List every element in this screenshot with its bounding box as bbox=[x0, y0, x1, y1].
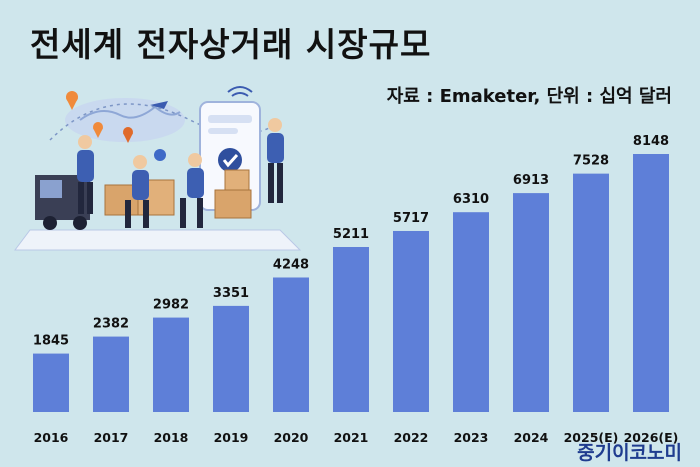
bar-2019 bbox=[213, 305, 249, 412]
bar-2022 bbox=[393, 230, 429, 412]
x-tick-label: 2019 bbox=[214, 430, 249, 445]
bar-2023 bbox=[453, 212, 489, 412]
data-label-2026(E): 8148 bbox=[633, 134, 669, 149]
data-label-2020: 4248 bbox=[273, 257, 309, 272]
data-label-2018: 2982 bbox=[153, 298, 189, 313]
bar-2018 bbox=[153, 317, 189, 412]
data-label-2023: 6310 bbox=[453, 192, 489, 207]
data-label-2022: 5717 bbox=[393, 211, 429, 226]
data-label-2025(E): 7528 bbox=[573, 154, 609, 169]
bar-2021 bbox=[333, 246, 369, 412]
publisher-logo: 중기이코노미 bbox=[577, 442, 682, 464]
x-tick-label: 2018 bbox=[154, 430, 189, 445]
bar-2017 bbox=[93, 336, 129, 412]
bar-2025(E) bbox=[573, 173, 609, 412]
x-tick-label: 2016 bbox=[34, 430, 69, 445]
bar-2020 bbox=[273, 277, 309, 412]
data-label-2019: 3351 bbox=[213, 286, 249, 301]
ecommerce-logistics-illustration bbox=[14, 86, 302, 251]
x-tick-label: 2017 bbox=[94, 430, 129, 445]
x-tick-label: 2022 bbox=[394, 430, 429, 445]
data-label-2016: 1845 bbox=[33, 334, 69, 349]
x-tick-label: 2021 bbox=[334, 430, 369, 445]
bar-2024 bbox=[513, 193, 549, 412]
x-tick-label: 2025(E) bbox=[564, 430, 619, 445]
data-label-2021: 5211 bbox=[333, 227, 369, 242]
source-note: 자료 : Emaketer, 단위 : 십억 달러 bbox=[386, 86, 672, 107]
data-label-2017: 2382 bbox=[93, 317, 129, 332]
page-title: 전세계 전자상거래 시장규모 bbox=[30, 25, 432, 64]
x-tick-label: 2020 bbox=[274, 430, 309, 445]
x-tick-label: 2026(E) bbox=[624, 430, 679, 445]
x-tick-label: 2023 bbox=[454, 430, 489, 445]
x-tick-label: 2024 bbox=[514, 430, 549, 445]
data-label-2024: 6913 bbox=[513, 173, 549, 188]
bar-2026(E) bbox=[633, 154, 669, 412]
bar-2016 bbox=[33, 353, 69, 412]
